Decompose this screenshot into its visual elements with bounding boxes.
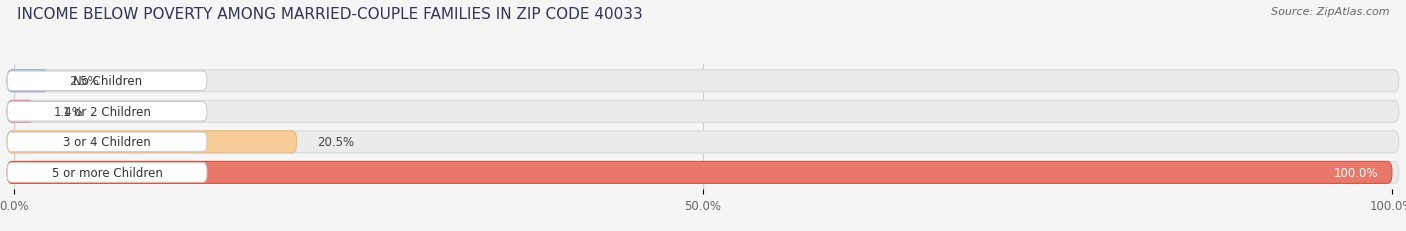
FancyBboxPatch shape <box>7 101 34 123</box>
Text: Source: ZipAtlas.com: Source: ZipAtlas.com <box>1271 7 1389 17</box>
FancyBboxPatch shape <box>7 72 207 91</box>
FancyBboxPatch shape <box>7 163 207 182</box>
Text: 1 or 2 Children: 1 or 2 Children <box>63 105 150 118</box>
Text: 2.5%: 2.5% <box>69 75 98 88</box>
Text: No Children: No Children <box>73 75 142 88</box>
FancyBboxPatch shape <box>7 131 297 153</box>
FancyBboxPatch shape <box>7 131 1399 153</box>
FancyBboxPatch shape <box>7 162 1392 184</box>
Text: 5 or more Children: 5 or more Children <box>52 166 163 179</box>
FancyBboxPatch shape <box>7 102 207 122</box>
FancyBboxPatch shape <box>7 70 1399 92</box>
FancyBboxPatch shape <box>7 133 207 152</box>
Text: 20.5%: 20.5% <box>318 136 354 149</box>
FancyBboxPatch shape <box>7 101 1399 123</box>
Text: 3 or 4 Children: 3 or 4 Children <box>63 136 150 149</box>
FancyBboxPatch shape <box>7 70 48 92</box>
Text: INCOME BELOW POVERTY AMONG MARRIED-COUPLE FAMILIES IN ZIP CODE 40033: INCOME BELOW POVERTY AMONG MARRIED-COUPL… <box>17 7 643 22</box>
Text: 100.0%: 100.0% <box>1334 166 1378 179</box>
FancyBboxPatch shape <box>7 162 1399 184</box>
Text: 1.4%: 1.4% <box>53 105 84 118</box>
